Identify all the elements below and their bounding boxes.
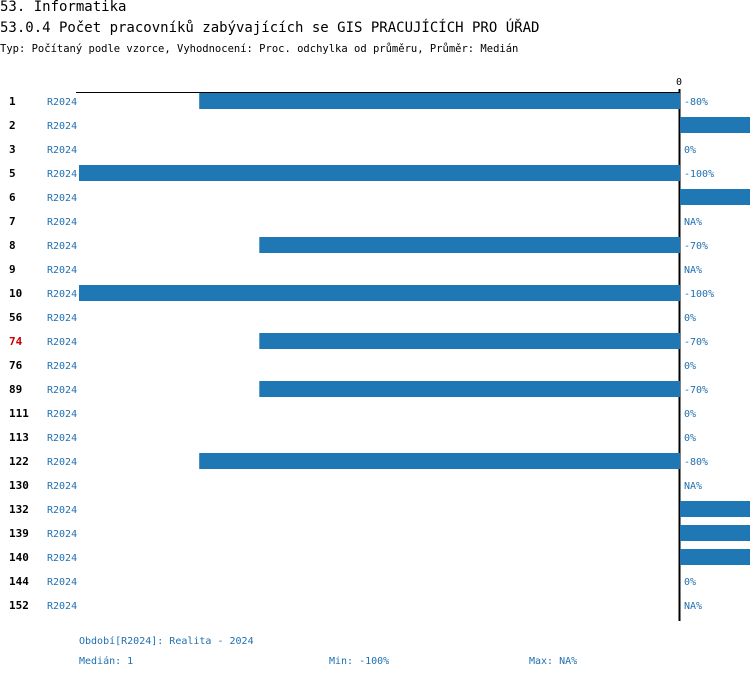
bar-value-label: 0% — [684, 409, 696, 420]
row-rank-label: 2 — [9, 119, 16, 132]
max-stat: Max: NA% — [529, 656, 578, 667]
bar — [680, 525, 750, 541]
bar-value-label: 0% — [684, 145, 696, 156]
bar-value-label: NA% — [684, 265, 702, 276]
row-rank-label: 152 — [9, 599, 29, 612]
row-rank-label: 140 — [9, 551, 29, 564]
bar-value-label: -80% — [684, 457, 708, 468]
row-rank-label: 76 — [9, 359, 23, 372]
bar-value-label: NA% — [684, 601, 702, 612]
row-period-label: R2024 — [47, 481, 77, 492]
row-period-label: R2024 — [47, 265, 77, 276]
row-rank-label: 3 — [9, 143, 16, 156]
bar — [79, 285, 680, 301]
row-rank-label: 8 — [9, 239, 16, 252]
row-period-label: R2024 — [47, 457, 77, 468]
row-rank-label: 122 — [9, 455, 29, 468]
row-period-label: R2024 — [47, 313, 77, 324]
type-description: Typ: Počítaný podle vzorce, Vyhodnocení:… — [0, 43, 519, 55]
row-period-label: R2024 — [47, 241, 77, 252]
row-period-label: R2024 — [47, 193, 77, 204]
bar — [680, 117, 750, 133]
bar-value-label: -70% — [684, 241, 708, 252]
row-rank-label: 9 — [9, 263, 16, 276]
row-period-label: R2024 — [47, 337, 77, 348]
bar-value-label: NA% — [684, 481, 702, 492]
bar-value-label: NA% — [684, 217, 702, 228]
row-rank-label: 6 — [9, 191, 16, 204]
row-period-label: R2024 — [47, 577, 77, 588]
row-period-label: R2024 — [47, 505, 77, 516]
bar-value-label: -80% — [684, 97, 708, 108]
row-rank-label: 132 — [9, 503, 29, 516]
min-stat: Min: -100% — [329, 656, 390, 667]
zero-tick-label: 0 — [676, 77, 682, 88]
row-period-label: R2024 — [47, 409, 77, 420]
bar — [259, 333, 680, 349]
row-period-label: R2024 — [47, 553, 77, 564]
bar-value-label: -70% — [684, 385, 708, 396]
row-rank-label: 130 — [9, 479, 29, 492]
row-rank-label: 144 — [9, 575, 29, 588]
row-period-label: R2024 — [47, 289, 77, 300]
row-rank-label: 74 — [9, 335, 23, 348]
row-period-label: R2024 — [47, 145, 77, 156]
bar-value-label: -100% — [684, 169, 714, 180]
row-period-label: R2024 — [47, 529, 77, 540]
bar — [199, 93, 680, 109]
median-stat: Medián: 1 — [79, 656, 134, 667]
row-period-label: R2024 — [47, 433, 77, 444]
row-period-label: R2024 — [47, 601, 77, 612]
bar — [680, 549, 750, 565]
bar-value-label: 0% — [684, 361, 696, 372]
bar — [259, 237, 680, 253]
row-period-label: R2024 — [47, 361, 77, 372]
bar-value-label: 0% — [684, 433, 696, 444]
row-rank-label: 5 — [9, 167, 16, 180]
row-rank-label: 111 — [9, 407, 29, 420]
bar-value-label: -100% — [684, 289, 714, 300]
bar-value-label: 0% — [684, 577, 696, 588]
bar — [680, 501, 750, 517]
row-period-label: R2024 — [47, 97, 77, 108]
row-rank-label: 7 — [9, 215, 16, 228]
bar — [79, 165, 680, 181]
bar-value-label: 0% — [684, 313, 696, 324]
period-legend: Období[R2024]: Realita - 2024 — [79, 636, 254, 647]
row-rank-label: 56 — [9, 311, 23, 324]
row-rank-label: 1 — [9, 95, 16, 108]
row-period-label: R2024 — [47, 121, 77, 132]
bar — [199, 453, 680, 469]
row-period-label: R2024 — [47, 385, 77, 396]
row-rank-label: 10 — [9, 287, 22, 300]
row-rank-label: 113 — [9, 431, 29, 444]
bar — [259, 381, 680, 397]
chart-subtitle: 53.0.4 Počet pracovníků zabývajících se … — [0, 20, 540, 36]
page-title: 53. Informatika — [0, 0, 127, 15]
bar-chart: 0 1 R2024 -80% 2 R2024 3 R2024 0% 5 R2024 -100% 6 R20… — [9, 77, 750, 621]
bar-value-label: -70% — [684, 337, 708, 348]
row-rank-label: 139 — [9, 527, 29, 540]
row-rank-label: 89 — [9, 383, 22, 396]
row-period-label: R2024 — [47, 169, 77, 180]
row-period-label: R2024 — [47, 217, 77, 228]
bar — [680, 189, 750, 205]
